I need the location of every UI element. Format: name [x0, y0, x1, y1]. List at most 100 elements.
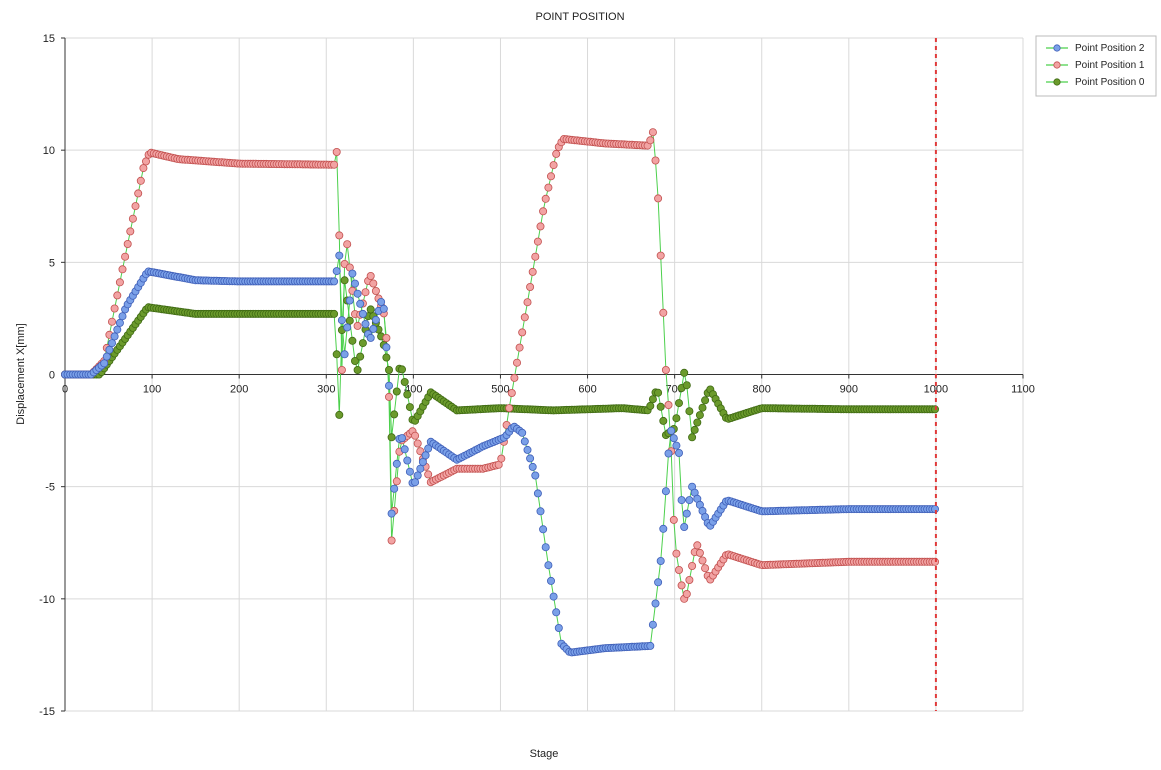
x-tick-label: 800 — [753, 384, 771, 396]
data-point — [335, 410, 344, 419]
chart-title: POINT POSITION — [535, 11, 624, 23]
data-point — [384, 392, 393, 401]
data-point — [332, 267, 341, 276]
data-point — [669, 515, 678, 524]
x-tick-label: 600 — [578, 384, 596, 396]
data-point — [379, 304, 388, 313]
data-point — [677, 496, 686, 505]
data-point — [369, 279, 378, 288]
data-point — [128, 214, 137, 223]
data-point — [656, 402, 665, 411]
axes: 0 100 200 300 400 500 600 700 800 900 1000 1100-15-… — [39, 33, 1035, 718]
data-point — [134, 189, 143, 198]
data-point — [536, 222, 545, 231]
data-point — [531, 252, 540, 261]
x-tick-label: 100 — [143, 384, 161, 396]
data-point — [102, 352, 111, 361]
y-tick-label: -5 — [45, 482, 55, 494]
data-point — [672, 414, 681, 423]
data-point — [659, 308, 668, 317]
data-point — [421, 451, 430, 460]
data-point — [340, 350, 349, 359]
data-point — [390, 410, 399, 419]
data-point — [544, 183, 553, 192]
data-point — [672, 441, 681, 450]
data-point — [382, 333, 391, 342]
data-point — [693, 418, 702, 427]
data-point — [411, 431, 420, 440]
data-point — [387, 536, 396, 545]
data-point — [139, 164, 148, 173]
data-point — [520, 437, 529, 446]
data-point — [400, 445, 409, 454]
x-tick-label: 200 — [230, 384, 248, 396]
data-point — [688, 562, 697, 571]
data-point — [656, 557, 665, 566]
data-point — [335, 231, 344, 240]
data-point — [544, 561, 553, 570]
data-point — [680, 368, 689, 377]
legend-marker-point-position-1 — [1053, 61, 1061, 69]
data-point — [387, 433, 396, 442]
data-point — [648, 620, 657, 629]
data-point — [541, 543, 550, 552]
data-point — [701, 396, 710, 405]
data-point — [377, 297, 386, 306]
data-point — [682, 381, 691, 390]
data-point — [698, 556, 707, 565]
data-point — [105, 345, 114, 354]
data-point — [539, 525, 548, 534]
data-point — [680, 523, 689, 532]
y-tick-label: 5 — [49, 257, 55, 269]
x-tick-label: 900 — [840, 384, 858, 396]
data-point — [547, 576, 556, 585]
x-tick-label: 1000 — [924, 384, 948, 396]
data-point — [335, 251, 344, 260]
data-point — [358, 339, 367, 348]
data-point — [348, 336, 357, 345]
data-point — [330, 309, 339, 318]
data-point — [345, 316, 354, 325]
data-point — [413, 439, 422, 448]
data-point — [361, 319, 370, 328]
data-point — [659, 524, 668, 533]
y-tick-label: -15 — [39, 706, 55, 718]
x-axis-title: Stage — [530, 748, 559, 760]
x-tick-label: 0 — [62, 384, 68, 396]
x-tick-label: 1100 — [1011, 384, 1035, 396]
legend-label-point-position-1: Point Position 1 — [1075, 60, 1145, 71]
data-point — [115, 318, 124, 327]
legend-item-point-position-1: Point Position 1 — [1046, 60, 1145, 71]
data-point — [397, 365, 406, 374]
data-point — [654, 194, 663, 203]
data-point — [418, 457, 427, 466]
data-point — [690, 425, 699, 434]
data-point — [651, 599, 660, 608]
data-point — [353, 289, 362, 298]
data-point — [664, 449, 673, 458]
data-point — [113, 325, 122, 334]
data-point — [646, 641, 655, 650]
data-point — [675, 399, 684, 408]
data-point — [675, 566, 684, 575]
data-point — [392, 459, 401, 468]
data-point — [108, 317, 117, 326]
data-point — [515, 343, 524, 352]
data-point — [424, 444, 433, 453]
data-point — [337, 316, 346, 325]
data-point — [685, 576, 694, 585]
data-point — [343, 240, 352, 249]
data-point — [382, 353, 391, 362]
data-point — [384, 381, 393, 390]
data-point — [549, 161, 558, 170]
data-point — [403, 390, 412, 399]
data-point — [682, 590, 691, 599]
data-point — [664, 400, 673, 409]
data-point — [108, 339, 117, 348]
data-point — [131, 202, 140, 211]
data-point — [403, 456, 412, 465]
data-point — [366, 271, 375, 280]
data-point — [353, 365, 362, 374]
legend-label-point-position-2: Point Position 2 — [1075, 43, 1145, 54]
